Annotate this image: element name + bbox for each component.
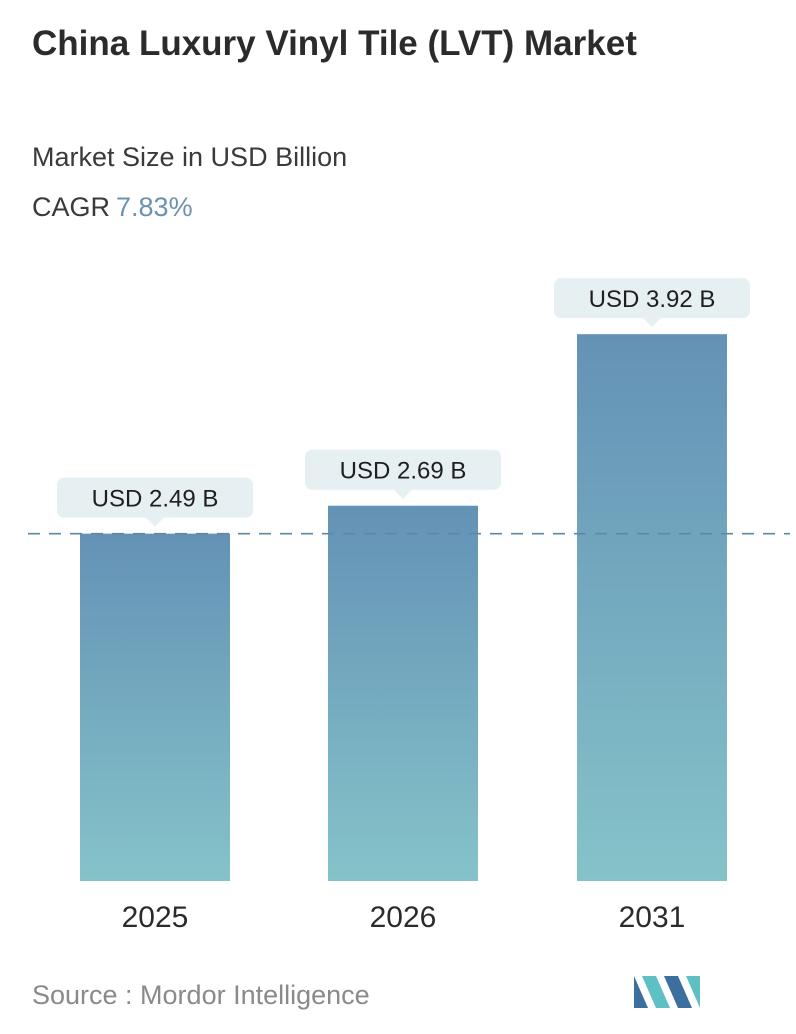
svg-text:USD 2.69 B: USD 2.69 B bbox=[340, 458, 467, 485]
cagr-value: 7.83% bbox=[116, 192, 193, 222]
bar-2026 bbox=[328, 505, 478, 881]
bar-2025 bbox=[80, 533, 230, 881]
cagr-label: CAGR bbox=[32, 192, 111, 222]
mordor-logo-icon bbox=[634, 976, 700, 1008]
bar-2031 bbox=[577, 334, 727, 881]
svg-text:USD 3.92 B: USD 3.92 B bbox=[589, 286, 716, 313]
chart-subtitle: Market Size in USD Billion bbox=[32, 142, 348, 172]
x-tick-2026: 2026 bbox=[370, 901, 437, 934]
source-text: Source : Mordor Intelligence bbox=[32, 980, 370, 1010]
data-label-2025: USD 2.49 B bbox=[57, 477, 253, 527]
bar-chart: USD 2.49 B USD 2.69 B USD 3.92 B 2025 2026 2… bbox=[28, 278, 790, 934]
cagr-line: CAGR 7.83% bbox=[32, 190, 193, 224]
x-tick-2031: 2031 bbox=[619, 901, 686, 934]
svg-text:USD 2.49 B: USD 2.49 B bbox=[92, 486, 219, 513]
data-label-2031: USD 3.92 B bbox=[554, 278, 750, 328]
chart-title: China Luxury Vinyl Tile (LVT) Market bbox=[32, 24, 637, 63]
data-label-2026: USD 2.69 B bbox=[305, 449, 501, 499]
x-tick-2025: 2025 bbox=[122, 901, 189, 934]
